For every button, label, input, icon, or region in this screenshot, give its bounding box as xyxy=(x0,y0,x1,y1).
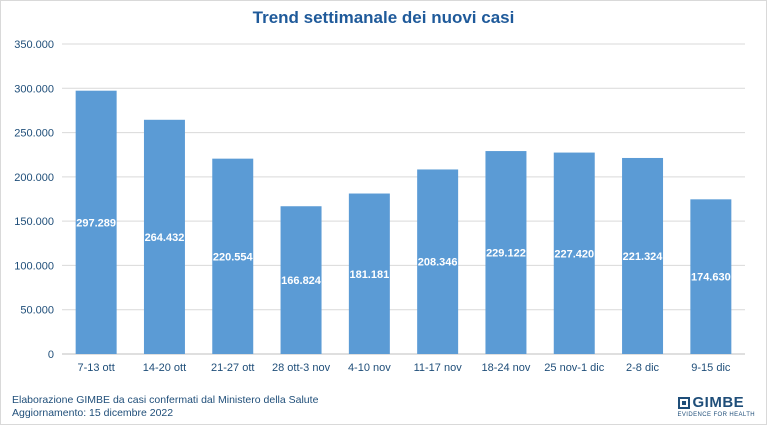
y-tick-label: 350.000 xyxy=(14,39,54,51)
bar xyxy=(690,199,732,354)
x-tick-label: 21-27 ott xyxy=(211,362,254,374)
logo-square-icon xyxy=(677,396,690,409)
bar-value-label: 174.630 xyxy=(691,272,731,284)
bar xyxy=(280,206,322,354)
bar-value-label: 297.289 xyxy=(76,217,116,229)
footer-source-note: Elaborazione GIMBE da casi confermati da… xyxy=(12,394,319,406)
x-tick-label: 4-10 nov xyxy=(348,362,391,374)
x-tick-label: 18-24 nov xyxy=(481,362,530,374)
y-tick-label: 50.000 xyxy=(20,305,54,317)
bar xyxy=(553,152,595,354)
chart-title: Trend settimanale dei nuovi casi xyxy=(252,8,515,27)
y-tick-label: 100.000 xyxy=(14,260,54,272)
bar-value-label: 264.432 xyxy=(145,232,185,244)
x-tick-label: 28 ott-3 nov xyxy=(272,362,331,374)
logo-name: GIMBE xyxy=(692,394,745,411)
bar-value-label: 181.181 xyxy=(349,269,389,281)
logo-wordmark: GIMBE xyxy=(677,394,756,411)
bar-value-label: 221.324 xyxy=(623,251,664,263)
bar-value-label: 220.554 xyxy=(213,251,254,263)
bar xyxy=(348,193,390,354)
x-tick-label: 14-20 ott xyxy=(143,362,186,374)
y-tick-label: 250.000 xyxy=(14,128,54,140)
bar xyxy=(417,169,459,354)
bar xyxy=(75,90,117,354)
bar-value-label: 229.122 xyxy=(486,248,526,260)
y-tick-label: 0 xyxy=(48,349,54,361)
bar xyxy=(622,157,664,354)
bar-value-label: 208.346 xyxy=(418,257,458,269)
bar xyxy=(212,158,254,354)
y-tick-label: 200.000 xyxy=(14,172,54,184)
x-tick-label: 25 nov-1 dic xyxy=(544,362,604,374)
bar xyxy=(143,119,185,354)
y-tick-label: 300.000 xyxy=(14,83,54,95)
bar-value-label: 166.824 xyxy=(281,275,322,287)
bar-value-label: 227.420 xyxy=(554,248,594,260)
x-tick-label: 2-8 dic xyxy=(626,362,660,374)
logo-tagline: EVIDENCE FOR HEALTH xyxy=(677,412,755,418)
bar xyxy=(485,151,527,354)
bar-chart: 0 50.000 100.000 150.000 200.000 250.000 300.0… xyxy=(14,39,745,374)
x-tick-label: 11-17 nov xyxy=(414,362,463,374)
x-tick-label: 7-13 ott xyxy=(77,362,114,374)
y-tick-label: 150.000 xyxy=(14,216,54,228)
x-tick-label: 9-15 dic xyxy=(691,362,731,374)
gimbe-logo: GIMBE EVIDENCE FOR HEALTH xyxy=(677,394,756,418)
footer-update-date: Aggiornamento: 15 dicembre 2022 xyxy=(12,407,174,419)
